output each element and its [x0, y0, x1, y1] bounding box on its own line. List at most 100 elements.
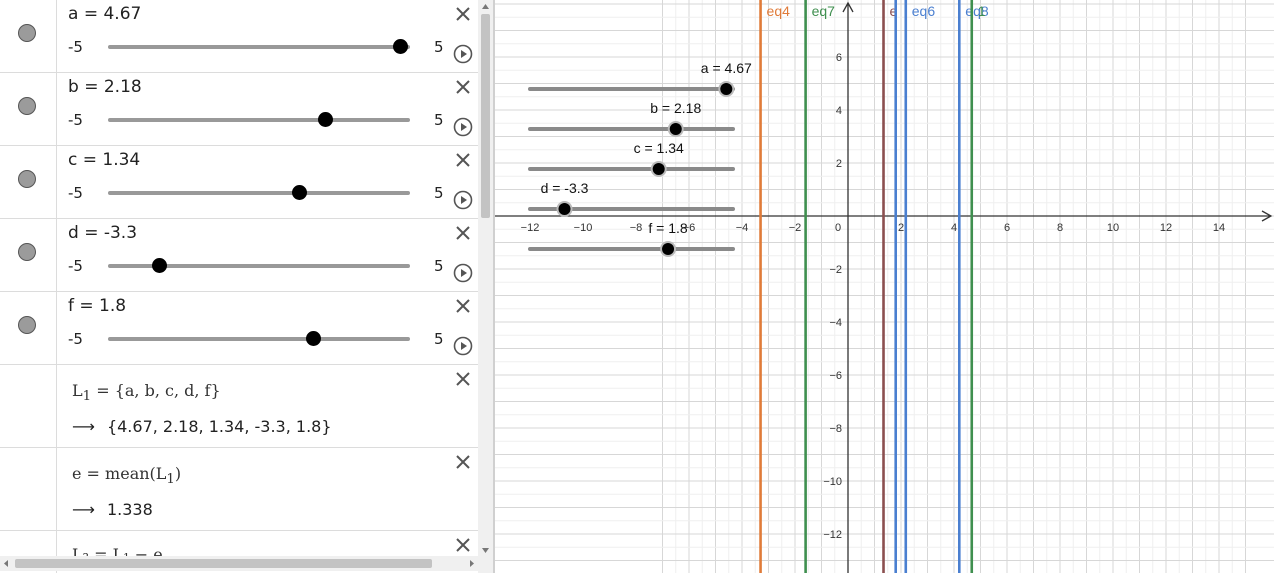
visibility-toggle[interactable] — [18, 170, 36, 188]
slider-knob[interactable] — [306, 331, 322, 346]
arrow-icon: ⟶ — [72, 417, 95, 436]
x-tick-label: 6 — [1004, 222, 1010, 234]
slider-definition[interactable]: c = 1.34 — [68, 150, 141, 170]
mean-result-value: 1.338 — [106, 500, 153, 519]
y-tick-label: −4 — [829, 317, 842, 329]
mean-subscript: 1 — [166, 472, 175, 488]
slider-row-a[interactable]: a = 4.67 -5 5 — [0, 0, 478, 73]
list-name: L — [72, 381, 83, 400]
graphics-slider-knob[interactable] — [662, 243, 675, 255]
slider-row-d[interactable]: d = -3.3 -5 5 — [0, 219, 478, 292]
list-result-value: {4.67, 2.18, 1.34, -3.3, 1.8} — [106, 417, 332, 436]
slider-track[interactable] — [108, 112, 410, 127]
y-tick-label: 4 — [836, 105, 842, 117]
vertical-scrollbar[interactable] — [478, 0, 493, 573]
close-icon[interactable] — [455, 298, 471, 314]
marker-column — [0, 0, 57, 72]
slider-min: -5 — [68, 38, 83, 56]
slider-definition[interactable]: f = 1.8 — [68, 296, 127, 316]
play-icon[interactable] — [453, 44, 473, 64]
slider-min: -5 — [68, 330, 83, 348]
play-icon[interactable] — [453, 263, 473, 283]
close-icon[interactable] — [455, 152, 471, 168]
graphics-slider-knob[interactable] — [558, 203, 571, 215]
slider-row-b[interactable]: b = 2.18 -5 5 — [0, 73, 478, 146]
slider-knob[interactable] — [317, 112, 333, 127]
graphics-slider-label: a = 4.67 — [701, 60, 752, 76]
graphics-slider-knob[interactable] — [720, 83, 733, 95]
slider-definition[interactable]: a = 4.67 — [68, 4, 142, 24]
slider-definition[interactable]: d = -3.3 — [68, 223, 138, 243]
slider-max: 5 — [434, 184, 444, 202]
y-tick-label: −6 — [829, 370, 842, 382]
slider-knob[interactable] — [292, 185, 308, 200]
close-icon[interactable] — [455, 454, 471, 470]
marker-column — [0, 146, 57, 218]
slider-track[interactable] — [108, 258, 410, 273]
play-icon[interactable] — [453, 117, 473, 137]
graphics-slider-knob[interactable] — [652, 163, 665, 175]
slider-max: 5 — [434, 38, 444, 56]
close-icon[interactable] — [455, 225, 471, 241]
marker-column — [0, 292, 57, 364]
visibility-toggle[interactable] — [18, 243, 36, 261]
graphics-slider-knob[interactable] — [669, 123, 682, 135]
play-icon[interactable] — [453, 190, 473, 210]
play-icon[interactable] — [453, 336, 473, 356]
x-tick-label: −2 — [789, 222, 802, 234]
x-tick-label: −4 — [736, 222, 749, 234]
close-icon[interactable] — [455, 79, 471, 95]
mean-definition[interactable]: e = mean(L1) — [72, 464, 181, 487]
y-tick-label: 6 — [836, 52, 842, 64]
marker-column — [0, 219, 57, 291]
y-tick-label: −10 — [823, 476, 842, 488]
slider-knob[interactable] — [393, 39, 409, 54]
line-label: e — [890, 3, 898, 19]
slider-min: -5 — [68, 257, 83, 275]
slider-definition[interactable]: b = 2.18 — [68, 77, 142, 97]
line-label: eq6 — [912, 3, 936, 19]
list-row[interactable]: L1 = {a, b, c, d, f} ⟶ {4.67, 2.18, 1.34,… — [0, 365, 478, 448]
slider-track[interactable] — [108, 185, 410, 200]
slider-row-f[interactable]: f = 1.8 -5 5 — [0, 292, 478, 365]
slider-track[interactable] — [108, 39, 410, 54]
y-tick-label: 2 — [836, 158, 842, 170]
x-tick-label: 10 — [1107, 222, 1119, 234]
marker-column — [0, 73, 57, 145]
y-axis-arrow-icon — [842, 1, 854, 13]
slider-max: 5 — [434, 111, 444, 129]
visibility-toggle[interactable] — [18, 24, 36, 42]
line-label: 1 — [978, 3, 986, 19]
graphics-canvas[interactable]: −12 −10 −8 −6 −4 −2 0 2 4 6 8 10 12 14 6 4 2 −2 −4 −6 −8 −10 −… — [495, 0, 1274, 573]
slider-min: -5 — [68, 111, 83, 129]
close-icon[interactable] — [455, 537, 471, 553]
view-divider[interactable] — [493, 0, 495, 573]
marker-column — [0, 448, 57, 530]
visibility-toggle[interactable] — [18, 316, 36, 334]
horizontal-scrollbar[interactable] — [0, 556, 478, 571]
list-definition[interactable]: L1 = {a, b, c, d, f} — [72, 381, 221, 404]
x-tick-label: 0 — [835, 222, 841, 234]
x-tick-label: −12 — [521, 222, 540, 234]
graphics-view[interactable]: −12 −10 −8 −6 −4 −2 0 2 4 6 8 10 12 14 6 4 2 −2 −4 −6 −8 −10 −… — [495, 0, 1274, 573]
close-icon[interactable] — [455, 6, 471, 22]
mean-row[interactable]: e = mean(L1) ⟶ 1.338 — [0, 448, 478, 531]
graphics-slider-label: c = 1.34 — [634, 140, 684, 156]
slider-track[interactable] — [108, 331, 410, 346]
x-tick-label: 8 — [1057, 222, 1063, 234]
close-icon[interactable] — [455, 371, 471, 387]
y-tick-label: −8 — [829, 423, 842, 435]
arrow-icon: ⟶ — [72, 500, 95, 519]
x-tick-label: 14 — [1213, 222, 1225, 234]
graphics-slider-label: d = -3.3 — [541, 180, 589, 196]
slider-max: 5 — [434, 330, 444, 348]
list-result: ⟶ {4.67, 2.18, 1.34, -3.3, 1.8} — [72, 417, 332, 436]
slider-knob[interactable] — [152, 258, 168, 273]
slider-row-c[interactable]: c = 1.34 -5 5 — [0, 146, 478, 219]
visibility-toggle[interactable] — [18, 97, 36, 115]
x-tick-label: 12 — [1160, 222, 1172, 234]
graphics-slider-label: f = 1.8 — [648, 220, 688, 236]
line-label: eq4 — [767, 3, 791, 19]
x-tick-label: −6 — [683, 222, 696, 234]
marker-column — [0, 531, 57, 573]
